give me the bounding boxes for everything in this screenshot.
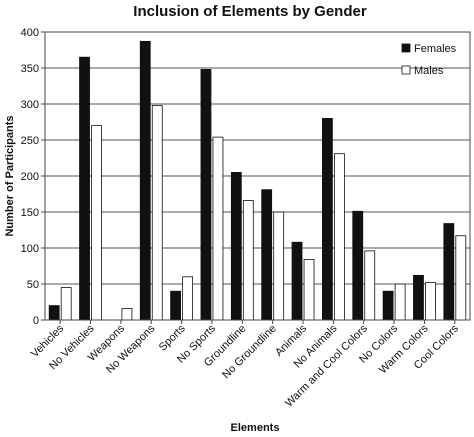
y-tick-label: 150 (21, 207, 39, 219)
bar-females (230, 171, 242, 321)
y-tick-label: 400 (21, 27, 39, 39)
x-axis-label: Elements (231, 422, 280, 434)
legend-label-females: Females (414, 43, 457, 55)
bar-females (139, 40, 151, 321)
bar-females (261, 189, 273, 321)
legend: Females Males (401, 43, 457, 77)
bar-females (443, 223, 455, 321)
bar-females (352, 210, 364, 321)
bar-males (425, 282, 436, 321)
bar-females (382, 290, 394, 321)
bar-males (333, 153, 345, 321)
bar-females (200, 69, 212, 321)
bar-males (60, 287, 72, 321)
bars (48, 40, 467, 321)
bar-males (455, 235, 467, 321)
y-tick-label: 350 (21, 63, 39, 75)
y-tick-label: 250 (21, 135, 39, 147)
bar-females (413, 274, 424, 321)
bar-males (364, 250, 376, 321)
gridlines (45, 31, 470, 321)
bar-males (394, 283, 406, 321)
bar-females (321, 118, 333, 321)
bar-females (170, 290, 182, 321)
y-tick-label: 100 (21, 243, 39, 255)
y-tick-label: 50 (27, 279, 39, 291)
y-tick-label: 300 (21, 99, 39, 111)
y-axis-ticks: 0 50 100 150 200 250 300 350 400 (21, 27, 45, 327)
bar-females (291, 241, 303, 321)
legend-label-males: Males (414, 65, 444, 77)
bar-males (182, 276, 194, 321)
bar-males (212, 136, 224, 321)
bar-males (151, 105, 163, 321)
legend-swatch-females (401, 43, 411, 53)
bar-males (273, 211, 285, 321)
bar-males (242, 200, 254, 321)
chart-title: Inclusion of Elements by Gender (133, 3, 367, 20)
y-tick-label: 200 (21, 171, 39, 183)
bar-males (303, 259, 315, 321)
plot-frame (44, 31, 471, 321)
bar-females (48, 305, 60, 321)
y-tick-label: 0 (33, 315, 39, 327)
bar-males (121, 308, 133, 321)
legend-swatch-males (401, 65, 411, 75)
y-axis-label: Number of Participants (4, 115, 16, 236)
x-tick-label: No Groundline (220, 323, 279, 382)
bar-females (79, 56, 90, 321)
bar-males (91, 125, 102, 321)
